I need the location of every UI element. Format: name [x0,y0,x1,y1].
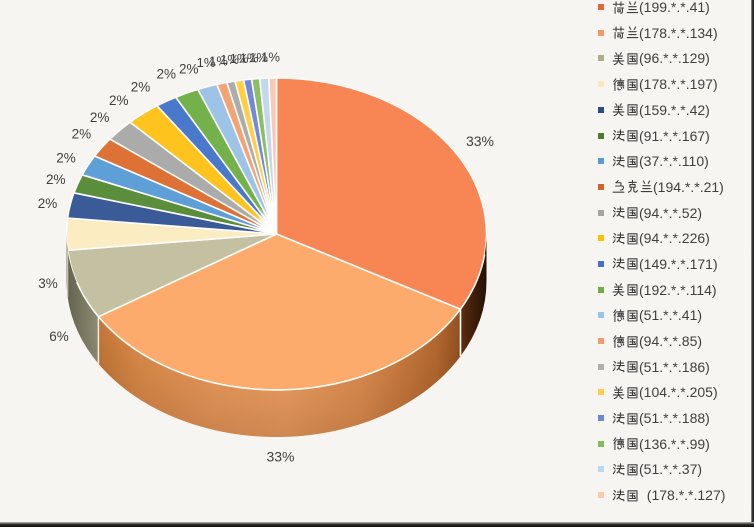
svg-text:33%: 33% [466,133,494,149]
svg-text:1%: 1% [230,51,249,66]
svg-text:2%: 2% [131,79,151,94]
svg-text:6%: 6% [49,329,69,344]
svg-text:2%: 2% [38,196,58,211]
svg-text:2%: 2% [56,150,76,165]
svg-text:2%: 2% [46,172,66,187]
svg-text:2%: 2% [156,67,176,82]
svg-text:3%: 3% [38,276,58,291]
svg-text:1%: 1% [197,55,216,70]
svg-text:1%: 1% [240,50,259,65]
svg-text:2%: 2% [109,93,129,108]
svg-text:2%: 2% [179,62,199,77]
svg-text:1%: 1% [220,52,239,67]
svg-text:2%: 2% [72,127,92,142]
svg-text:1%: 1% [249,50,268,65]
svg-text:1%: 1% [261,49,280,64]
svg-text:2%: 2% [90,110,110,125]
svg-text:1%: 1% [209,53,228,68]
svg-text:33%: 33% [266,449,294,465]
